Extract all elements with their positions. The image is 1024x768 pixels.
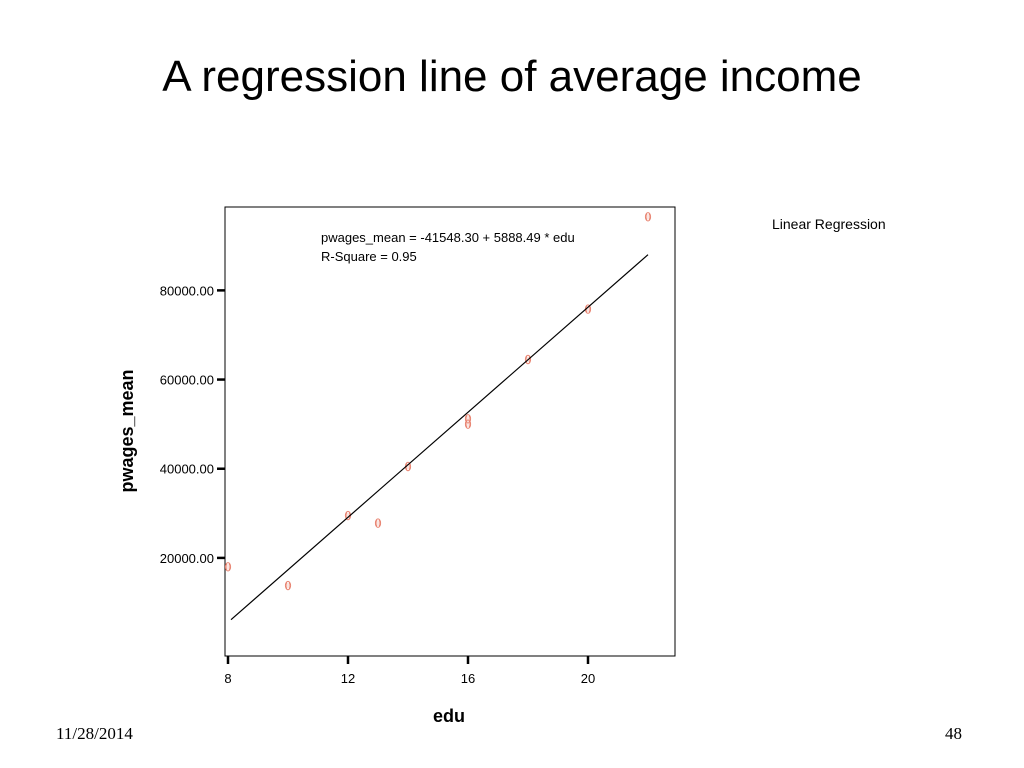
y-tick-label: 60000.00 [160, 373, 214, 388]
data-point [284, 580, 292, 591]
y-axis: 20000.00 40000.00 60000.00 80000.00 [160, 283, 225, 566]
y-tick-label: 20000.00 [160, 551, 214, 566]
x-tick-label: 8 [224, 671, 231, 686]
data-point [464, 414, 472, 424]
x-tick-label: 16 [461, 671, 475, 686]
equation-annotation: pwages_mean = -41548.30 + 5888.49 * edu [321, 230, 575, 245]
x-tick-label: 20 [581, 671, 595, 686]
x-axis: 8 12 16 20 [224, 656, 595, 686]
y-axis-label: pwages_mean [117, 369, 137, 492]
y-tick-label: 80000.00 [160, 283, 214, 298]
plot-frame [224, 206, 676, 657]
y-tick-label: 40000.00 [160, 462, 214, 477]
r-square-annotation: R-Square = 0.95 [321, 249, 417, 264]
page-number: 48 [945, 724, 962, 743]
footer-date: 11/28/2014 [56, 724, 133, 743]
x-tick-label: 12 [341, 671, 355, 686]
data-point [644, 212, 652, 222]
legend-label: Linear Regression [772, 216, 886, 232]
data-points [224, 212, 652, 591]
x-axis-label: edu [433, 706, 465, 726]
data-point [374, 518, 382, 528]
regression-line [230, 254, 649, 621]
slide-title: A regression line of average income [162, 52, 862, 101]
data-point [224, 562, 232, 572]
